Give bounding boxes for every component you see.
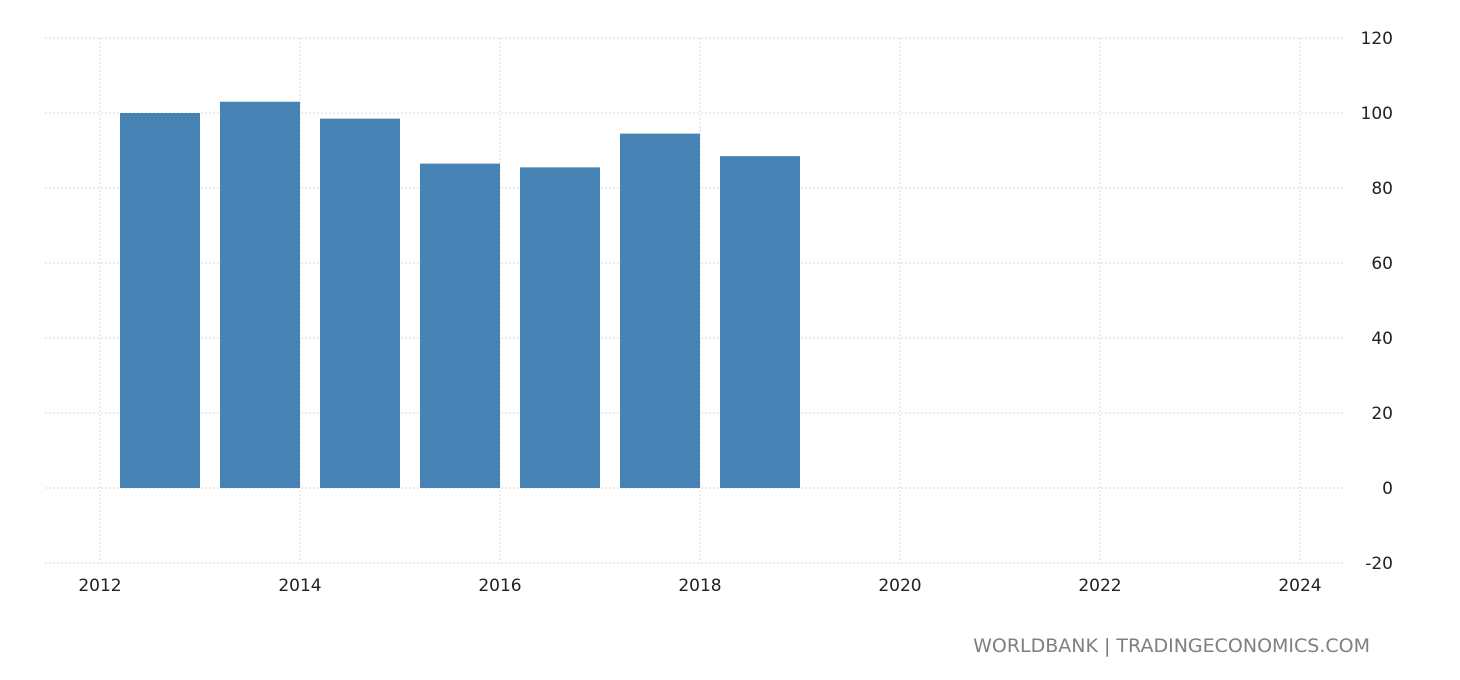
bar-2015 bbox=[420, 163, 500, 488]
x-tick-label: 2022 bbox=[1078, 576, 1121, 596]
bar-2016 bbox=[520, 167, 600, 488]
source-label: WORLDBANK | TRADINGECONOMICS.COM bbox=[973, 635, 1370, 657]
y-tick-label: 40 bbox=[1371, 329, 1393, 349]
x-tick-label: 2012 bbox=[78, 576, 121, 596]
y-tick-label: 20 bbox=[1371, 404, 1393, 424]
x-tick-label: 2020 bbox=[878, 576, 921, 596]
y-tick-label: 80 bbox=[1371, 179, 1393, 199]
x-tick-label: 2024 bbox=[1278, 576, 1321, 596]
bar-2018 bbox=[720, 156, 800, 488]
bars-group bbox=[120, 101, 800, 488]
x-tick-label: 2014 bbox=[278, 576, 321, 596]
y-tick-label: 100 bbox=[1361, 104, 1393, 124]
y-axis: 120 100 80 60 40 20 0 -20 bbox=[1361, 29, 1393, 574]
y-tick-label: 120 bbox=[1361, 29, 1393, 49]
y-tick-label: 60 bbox=[1371, 254, 1393, 274]
x-tick-label: 2016 bbox=[478, 576, 521, 596]
bar-2017 bbox=[620, 133, 700, 488]
bar-2012 bbox=[120, 113, 200, 488]
bar-2014 bbox=[320, 118, 400, 488]
y-tick-label: -20 bbox=[1365, 554, 1393, 574]
bar-2013 bbox=[220, 101, 300, 488]
x-tick-label: 2018 bbox=[678, 576, 721, 596]
y-tick-label: 0 bbox=[1382, 479, 1393, 499]
x-axis: 2012 2014 2016 2018 2020 2022 2024 bbox=[78, 576, 1321, 596]
